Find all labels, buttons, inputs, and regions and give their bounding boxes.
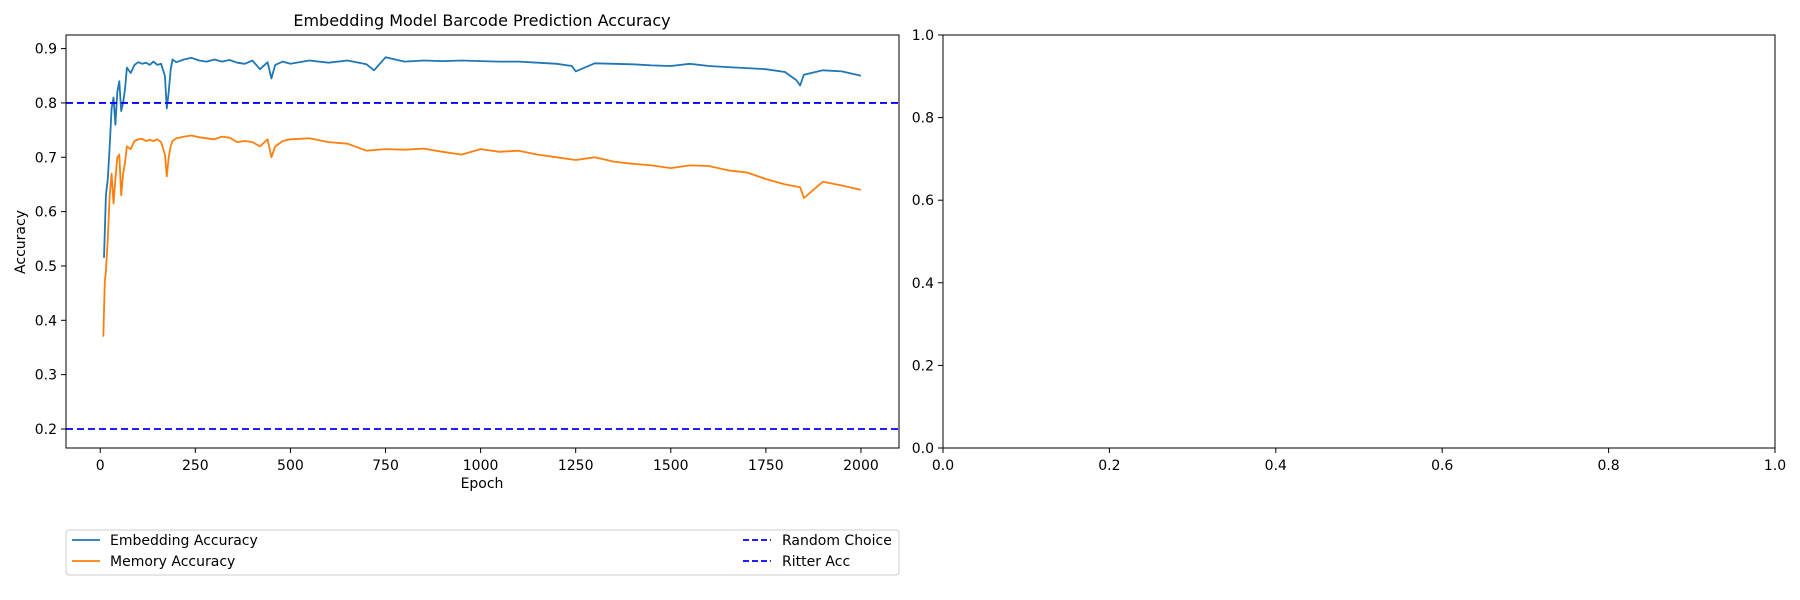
x-tick-label: 1750 <box>748 458 784 474</box>
legend-entry-random-choice: Random Choice <box>743 533 892 549</box>
x-tick-label: 0.4 <box>1265 458 1287 474</box>
legend-label-ritter-acc: Ritter Acc <box>782 554 850 570</box>
y-tick-label: 0.4 <box>35 313 57 329</box>
y-tick-label: 1.0 <box>912 28 934 44</box>
x-tick-label: 250 <box>182 458 209 474</box>
y-axis-label: Accuracy <box>13 210 29 274</box>
legend-frame <box>65 529 900 576</box>
y-tick-label: 0.8 <box>912 111 934 127</box>
y-tick-label: 0.4 <box>912 276 934 292</box>
x-tick-label: 0.8 <box>1597 458 1619 474</box>
plot-area <box>66 56 899 430</box>
legend-label-memory: Memory Accuracy <box>110 554 235 570</box>
legend: Embedding Accuracy Memory Accuracy Rando… <box>65 529 900 576</box>
x-tick-label: 2000 <box>843 458 879 474</box>
y-tick-label: 0.5 <box>35 259 57 275</box>
legend-entry-memory: Memory Accuracy <box>72 554 235 570</box>
legend-label-embedding: Embedding Accuracy <box>110 533 258 549</box>
y-tick-label: 0.7 <box>35 150 57 166</box>
x-tick-label: 1.0 <box>1764 458 1786 474</box>
series-line-memory-accuracy <box>102 134 862 337</box>
plot-frame <box>65 34 900 449</box>
y-tick-label: 0.9 <box>35 42 57 58</box>
y-tick-label: 0.3 <box>35 368 57 384</box>
x-tick-label: 0 <box>96 458 105 474</box>
y-tick-label: 0.8 <box>35 96 57 112</box>
x-axis-ticks: 0 250 500 750 1000 1250 1500 1750 2000 <box>96 448 879 474</box>
x-tick-label: 500 <box>277 458 304 474</box>
series-line-embedding-accuracy <box>103 56 862 258</box>
y-tick-label: 0.0 <box>912 441 934 457</box>
y-tick-label: 0.6 <box>912 193 934 209</box>
x-tick-label: 1250 <box>558 458 594 474</box>
x-tick-label: 1500 <box>653 458 689 474</box>
x-tick-label: 0.0 <box>932 458 954 474</box>
legend-entry-ritter-acc: Ritter Acc <box>743 554 850 570</box>
y-tick-label: 0.6 <box>35 205 57 221</box>
empty-x-axis-ticks: 0.0 0.2 0.4 0.6 0.8 1.0 <box>932 448 1786 474</box>
x-axis-label: Epoch <box>461 476 504 492</box>
x-tick-label: 0.2 <box>1098 458 1120 474</box>
y-tick-label: 0.2 <box>912 358 934 374</box>
x-tick-label: 750 <box>372 458 399 474</box>
y-axis-ticks: 0.2 0.3 0.4 0.5 0.6 0.7 0.8 0.9 <box>35 42 66 438</box>
empty-chart: 0.0 0.2 0.4 0.6 0.8 1.0 0.0 0.2 0.4 0.6 0.8 1.0 <box>912 28 1786 474</box>
accuracy-chart: 0 250 500 750 1000 1250 1500 1750 2000 0.2 0.3 0.4… <box>13 11 900 492</box>
legend-label-random-choice: Random Choice <box>782 533 892 549</box>
y-tick-label: 0.2 <box>35 422 57 438</box>
x-tick-label: 1000 <box>463 458 499 474</box>
legend-entry-embedding: Embedding Accuracy <box>72 533 258 549</box>
empty-y-axis-ticks: 0.0 0.2 0.4 0.6 0.8 1.0 <box>912 28 943 457</box>
empty-plot-frame <box>942 34 1776 449</box>
x-tick-label: 0.6 <box>1431 458 1453 474</box>
chart-title: Embedding Model Barcode Prediction Accur… <box>293 11 670 30</box>
